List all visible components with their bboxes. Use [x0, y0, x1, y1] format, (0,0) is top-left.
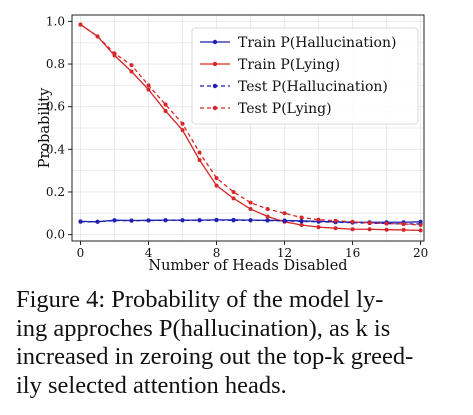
legend-marker: [212, 105, 218, 111]
data-point: [214, 176, 219, 181]
data-point: [384, 227, 389, 232]
data-point: [129, 69, 134, 74]
probability-chart: 0 4 8 12 16 20 0.0 0.2 0.4 0.6 0.8 1.0 Number of H…: [37, 14, 428, 274]
data-point: [163, 108, 168, 113]
data-point: [299, 215, 304, 220]
x-tick-label: 8: [213, 246, 221, 260]
legend-marker: [212, 61, 218, 67]
data-point: [316, 225, 321, 230]
legend-label: Train P(Hallucination): [238, 35, 396, 51]
data-point: [78, 219, 83, 224]
plot-frame: [71, 14, 425, 242]
y-axis-ticks: 0.0 0.2 0.4 0.6 0.8 1.0: [46, 14, 72, 242]
x-tick-label: 12: [277, 246, 292, 260]
data-point: [214, 183, 219, 188]
data-point: [214, 218, 219, 223]
data-point: [78, 22, 83, 27]
legend-marker: [212, 83, 218, 89]
data-point: [333, 226, 338, 231]
caption-line: ing approches P(hallucination), as k is: [16, 314, 391, 342]
caption-line: ily selected attention heads.: [16, 371, 287, 399]
data-point: [180, 218, 185, 223]
data-point: [146, 83, 151, 88]
data-point: [265, 214, 270, 219]
data-point: [112, 218, 117, 223]
series-3: [78, 22, 423, 228]
legend-label: Test P(Hallucination): [238, 79, 388, 95]
data-point: [384, 221, 389, 226]
y-axis-label: Probability: [37, 87, 53, 168]
legend-item: Test P(Hallucination): [200, 79, 388, 95]
data-point: [231, 218, 236, 223]
x-axis-label: Number of Heads Disabled: [148, 258, 347, 274]
series-layer: [78, 22, 423, 233]
data-point: [197, 150, 202, 155]
data-point: [146, 218, 151, 223]
y-tick-label: 0.4: [46, 142, 65, 156]
x-tick-label: 20: [413, 246, 428, 260]
legend-label: Test P(Lying): [238, 101, 332, 117]
data-point: [95, 219, 100, 224]
data-point: [265, 218, 270, 223]
x-tick-label: 16: [345, 246, 360, 260]
data-point: [163, 102, 168, 107]
data-point: [129, 218, 134, 223]
data-point: [333, 218, 338, 223]
data-point: [180, 121, 185, 126]
data-point: [282, 211, 287, 216]
x-tick-label: 4: [145, 246, 153, 260]
legend-item: Test P(Lying): [200, 101, 332, 117]
data-point: [367, 227, 372, 232]
data-point: [401, 227, 406, 232]
data-point: [112, 51, 117, 56]
data-point: [401, 221, 406, 226]
caption-line: Figure 4: Probability of the model ly-: [16, 286, 384, 313]
data-point: [265, 207, 270, 212]
data-point: [197, 218, 202, 223]
data-point: [248, 200, 253, 205]
data-point: [231, 189, 236, 194]
data-point: [129, 63, 134, 68]
y-tick-label: 0.8: [46, 57, 65, 71]
x-axis-ticks: 0 4 8 12 16 20: [77, 241, 428, 260]
data-point: [231, 196, 236, 201]
data-point: [418, 228, 423, 233]
data-point: [350, 219, 355, 224]
data-point: [350, 227, 355, 232]
y-tick-label: 0.2: [46, 185, 65, 199]
data-point: [95, 34, 100, 39]
data-point: [248, 218, 253, 223]
data-point: [316, 217, 321, 222]
data-point: [282, 218, 287, 223]
legend-label: Train P(Lying): [238, 57, 340, 73]
data-point: [197, 157, 202, 162]
y-tick-label: 0.6: [46, 100, 65, 114]
data-point: [248, 207, 253, 212]
legend: Train P(Hallucination) Train P(Lying) Test…: [191, 27, 419, 125]
data-point: [418, 223, 423, 228]
caption-line: increased in zeroing out the top-k greed…: [16, 343, 414, 370]
data-point: [180, 128, 185, 133]
data-point: [146, 87, 151, 92]
data-point: [299, 219, 304, 224]
legend-item: Train P(Hallucination): [200, 35, 396, 51]
data-point: [299, 223, 304, 228]
y-tick-label: 1.0: [46, 14, 65, 28]
series-line: [80, 24, 421, 226]
data-point: [367, 220, 372, 225]
legend-box: [191, 27, 419, 125]
legend-item: Train P(Lying): [200, 57, 340, 73]
data-point: [163, 218, 168, 223]
x-tick-label: 0: [77, 246, 85, 260]
legend-marker: [212, 39, 218, 45]
figure-caption: Figure 4: Probability of the model ly- i…: [16, 286, 464, 400]
y-tick-label: 0.0: [46, 228, 65, 242]
